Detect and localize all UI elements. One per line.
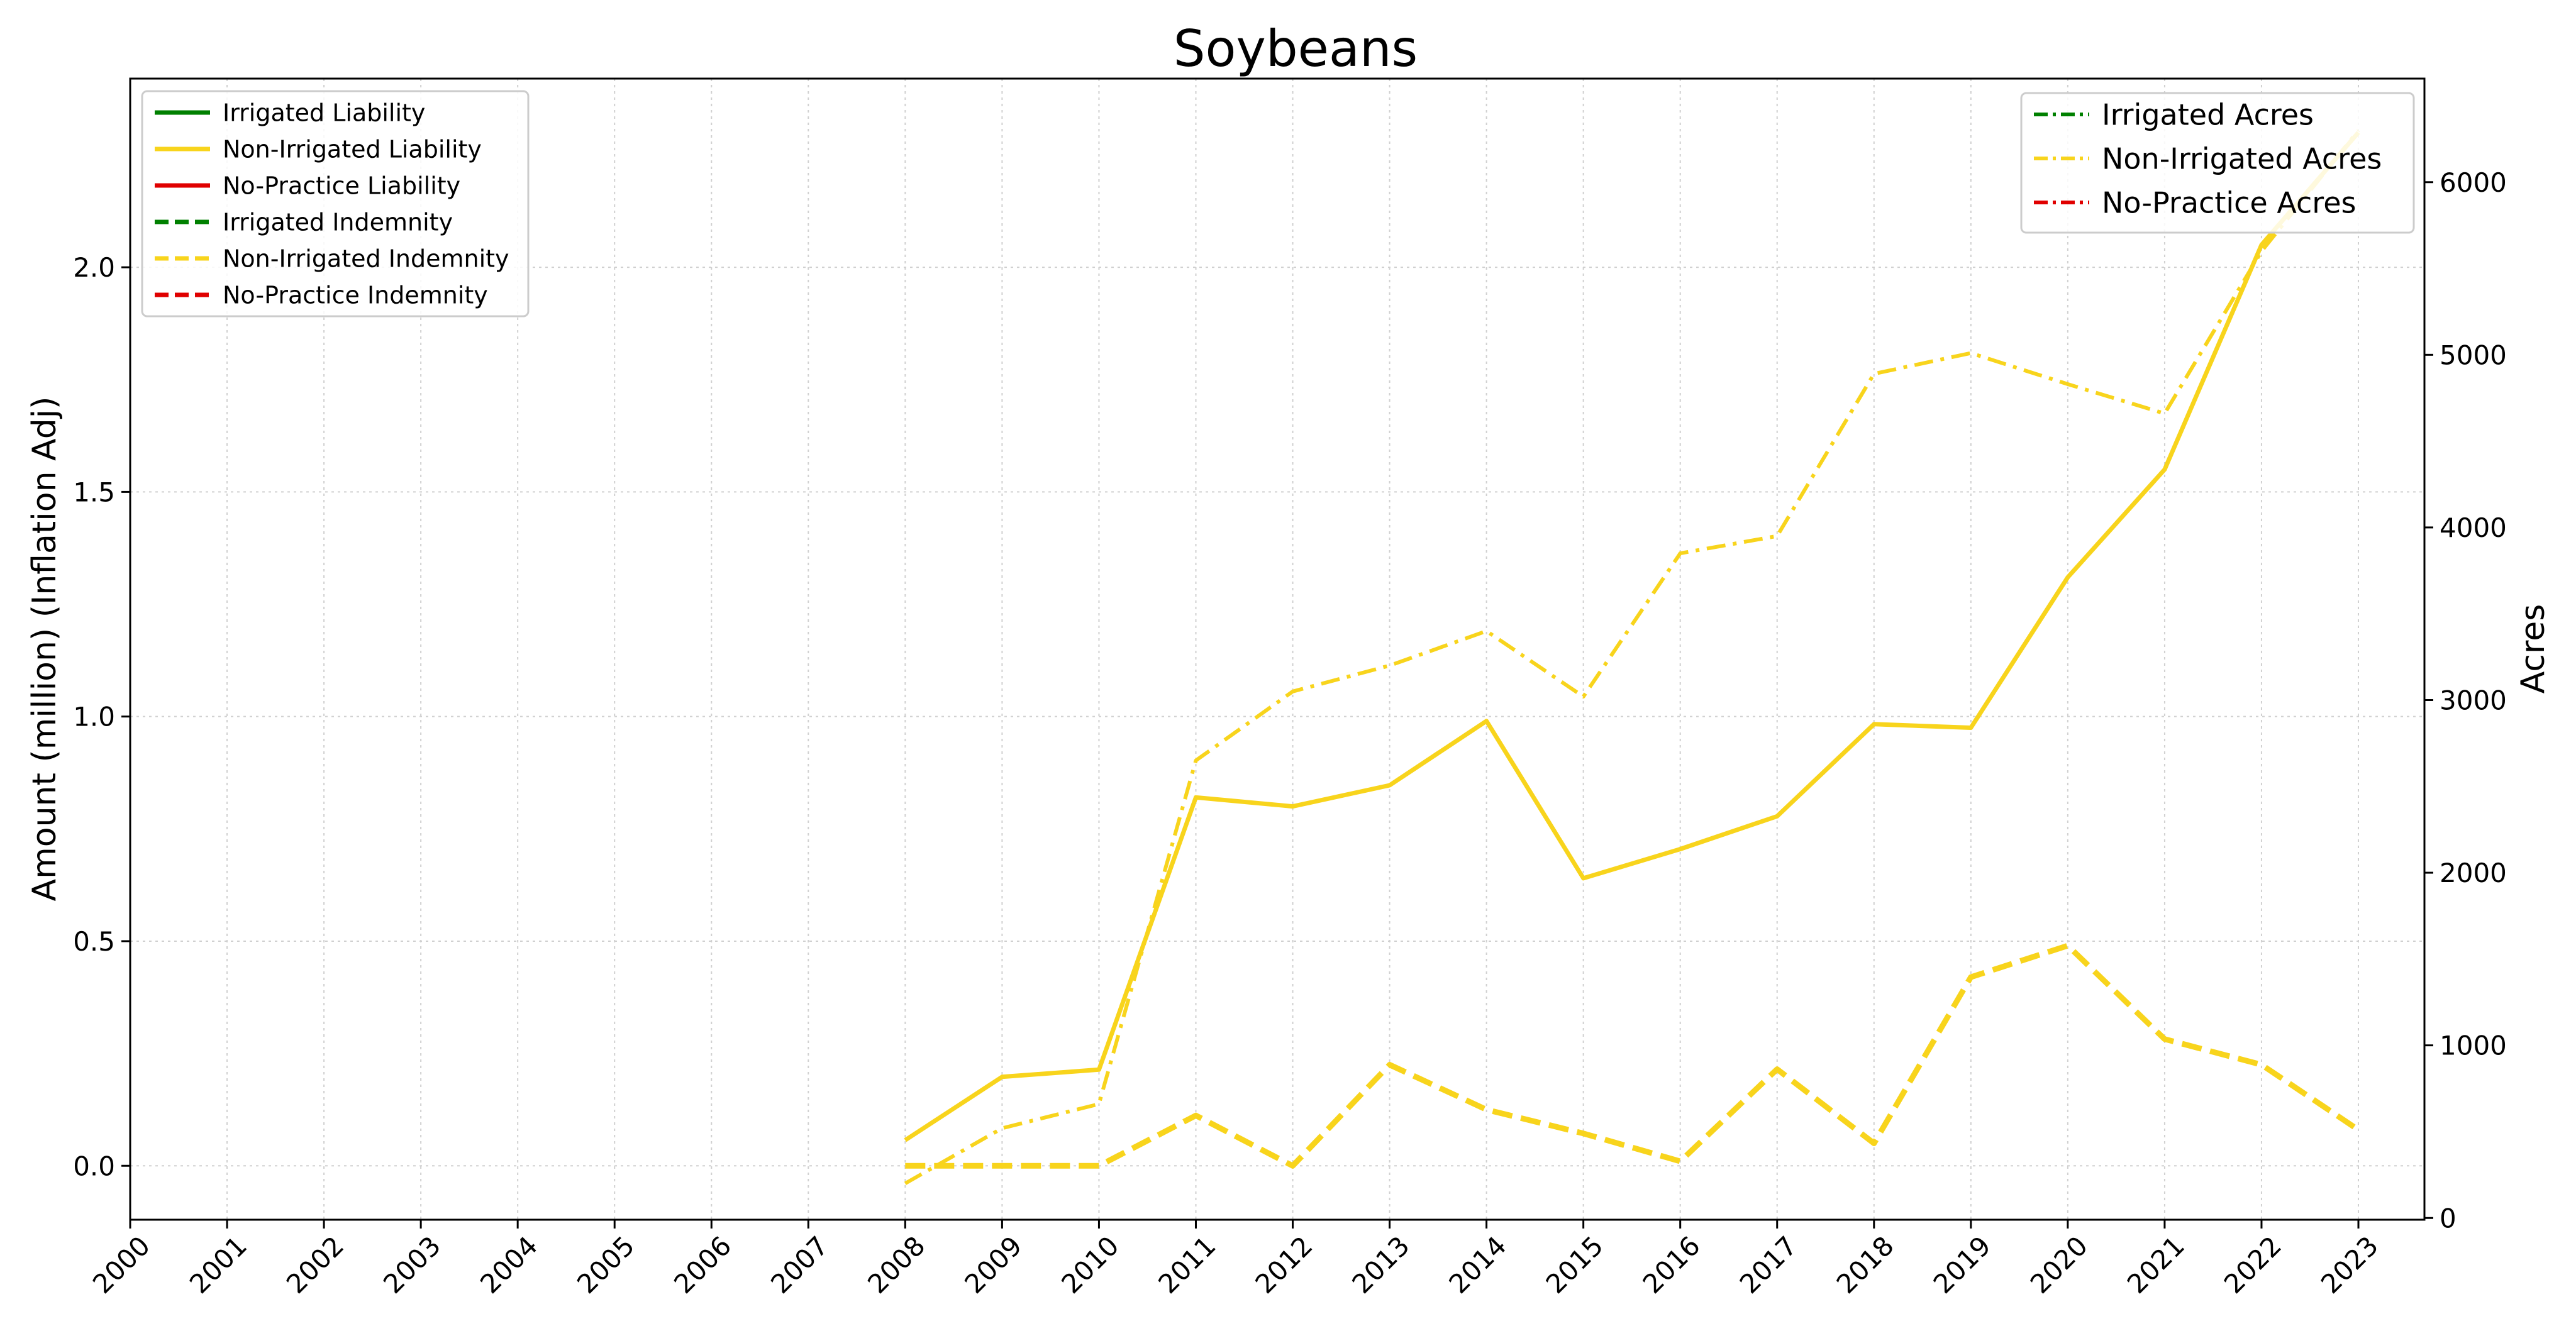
y-axis-right-title: Acres xyxy=(2514,604,2552,694)
legend-label: Irrigated Acres xyxy=(2102,98,2314,132)
y-right-tick-label: 0 xyxy=(2440,1203,2457,1234)
y-left-tick-label: 1.5 xyxy=(73,477,115,507)
legend-label: Non-Irrigated Acres xyxy=(2102,142,2382,176)
y-right-tick-label: 6000 xyxy=(2440,167,2507,198)
series-line-non-irrigated-indemnity xyxy=(905,942,2360,1169)
y-right-tick-label: 2000 xyxy=(2440,858,2507,888)
series-lines xyxy=(904,129,2360,1185)
legend-right: Irrigated Acres Non-Irrigated Acres No-Pra… xyxy=(2020,92,2415,234)
legend-label: No-Practice Acres xyxy=(2102,186,2356,220)
y-right-tick-label: 3000 xyxy=(2440,685,2507,716)
y-right-tick-label: 1000 xyxy=(2440,1030,2507,1061)
plot-frame xyxy=(129,77,2426,1221)
legend-label: Irrigated Liability xyxy=(223,99,425,127)
legend-left: Irrigated Liability Non-Irrigated Liabili… xyxy=(141,90,530,318)
legend-label: No-Practice Liability xyxy=(223,172,460,200)
y-axis-left: 0.0 0.5 1.0 1.5 2.0 xyxy=(73,252,130,1181)
chart-title: Soybeans xyxy=(1174,19,1418,78)
y-left-tick-label: 2.0 xyxy=(73,252,115,283)
legend-label: Non-Irrigated Indemnity xyxy=(223,245,509,273)
legend-label: No-Practice Indemnity xyxy=(223,282,488,309)
series-line-non-irrigated-liability xyxy=(904,131,2360,1142)
y-left-tick-label: 1.0 xyxy=(73,702,115,732)
y-right-tick-label: 5000 xyxy=(2440,340,2507,370)
y-right-tick-label: 4000 xyxy=(2440,512,2507,543)
legend-label: Irrigated Indemnity xyxy=(223,209,453,236)
legend-frame xyxy=(141,90,530,318)
legend-frame xyxy=(2020,92,2415,234)
y-left-tick-label: 0.0 xyxy=(73,1151,115,1181)
y-axis-right: 0 1000 2000 3000 4000 5000 6000 xyxy=(2424,167,2507,1234)
y-left-tick-label: 0.5 xyxy=(73,926,115,957)
legend-label: Non-Irrigated Liability xyxy=(223,136,482,163)
y-axis-left-title: Amount (million) (Inflation Adj) xyxy=(26,397,64,902)
